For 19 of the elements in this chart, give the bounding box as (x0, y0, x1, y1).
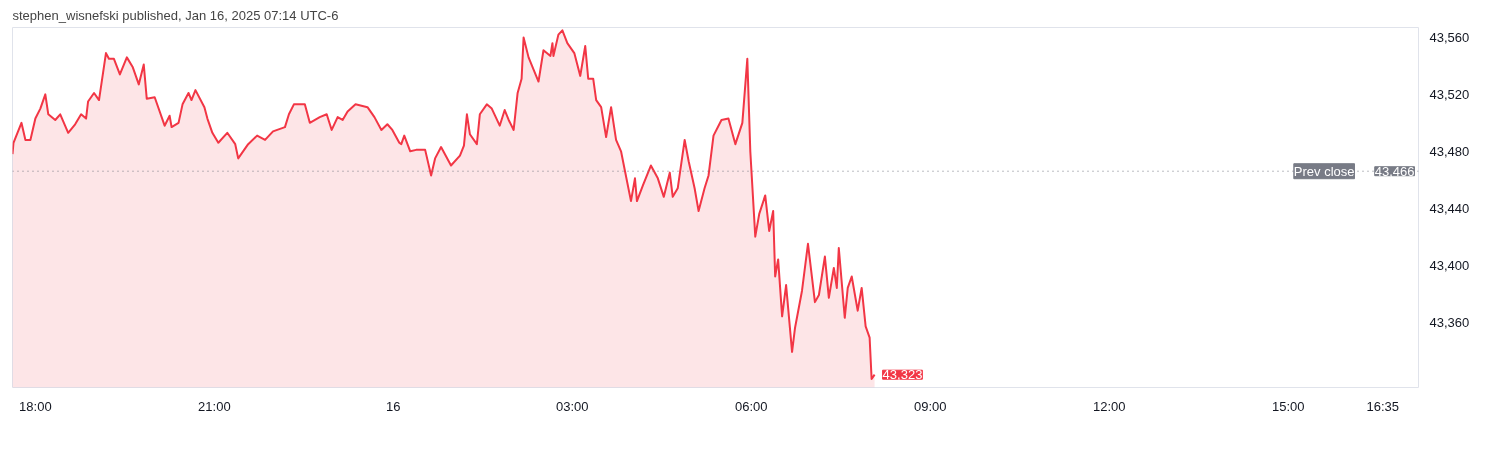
x-tick-label: 06:00 (735, 398, 768, 414)
y-tick-label: 43,480 (1429, 143, 1470, 159)
chart-title: stephen_wisnefski published, Jan 16, 2025 07:14 UTC-6 (12, 7, 339, 23)
x-tick-label: 12:00 (1092, 398, 1126, 414)
y-tick-label: 43,520 (1429, 86, 1470, 102)
x-tick-label: 15:00 (1271, 398, 1305, 414)
x-tick-label: 09:00 (914, 398, 947, 414)
y-tick-label: 43,560 (1429, 29, 1470, 45)
x-tick-label: 18:00 (19, 398, 52, 414)
annotation: 43,466 (1374, 163, 1415, 179)
x-tick-label: 03:00 (556, 398, 589, 414)
x-tick-label: 16:35 (1366, 398, 1399, 414)
ref-line-label: Prev close (1293, 163, 1355, 179)
x-tick-label: 21:00 (198, 398, 231, 414)
y-tick-label: 43,440 (1429, 200, 1470, 216)
x-tick-label: 16 (386, 398, 401, 414)
y-tick-label: 43,400 (1429, 257, 1470, 273)
y-tick-label: 43,360 (1429, 314, 1470, 330)
annotation: 43,323 (882, 367, 923, 383)
